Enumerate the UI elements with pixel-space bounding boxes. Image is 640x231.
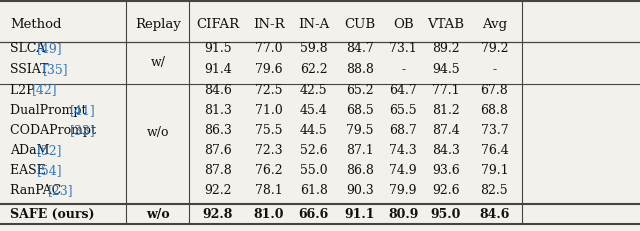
Text: 81.2: 81.2	[432, 104, 460, 117]
Text: 73.1: 73.1	[389, 42, 417, 55]
Text: 74.3: 74.3	[389, 144, 417, 157]
Text: 74.9: 74.9	[389, 164, 417, 177]
Text: w/: w/	[151, 56, 166, 69]
Text: 68.7: 68.7	[389, 124, 417, 137]
Text: 72.5: 72.5	[255, 84, 282, 97]
Text: 92.8: 92.8	[203, 208, 233, 221]
Text: 42.5: 42.5	[300, 84, 328, 97]
Text: 64.7: 64.7	[389, 84, 417, 97]
Text: Replay: Replay	[136, 18, 181, 31]
Text: 92.6: 92.6	[432, 184, 460, 197]
Text: 77.0: 77.0	[255, 42, 283, 55]
Text: 45.4: 45.4	[300, 104, 328, 117]
Text: 78.1: 78.1	[255, 184, 283, 197]
Text: CUB: CUB	[344, 18, 375, 31]
Text: Method: Method	[10, 18, 61, 31]
Text: 66.6: 66.6	[298, 208, 329, 221]
Text: 55.0: 55.0	[300, 164, 328, 177]
Text: [42]: [42]	[32, 84, 58, 97]
Text: [49]: [49]	[37, 42, 63, 55]
Text: 88.8: 88.8	[346, 63, 374, 76]
Text: IN-A: IN-A	[298, 18, 329, 31]
Text: [41]: [41]	[70, 104, 95, 117]
Text: 84.6: 84.6	[204, 84, 232, 97]
Text: 84.3: 84.3	[432, 144, 460, 157]
Text: ADaM: ADaM	[10, 144, 54, 157]
Text: 61.8: 61.8	[300, 184, 328, 197]
Text: w/o: w/o	[147, 126, 170, 139]
Text: SAFE (ours): SAFE (ours)	[10, 208, 95, 221]
Text: 65.5: 65.5	[389, 104, 417, 117]
Text: IN-R: IN-R	[253, 18, 285, 31]
Text: 87.8: 87.8	[204, 164, 232, 177]
Text: 87.1: 87.1	[346, 144, 374, 157]
Text: 68.8: 68.8	[481, 104, 508, 117]
Text: VTAB: VTAB	[428, 18, 464, 31]
Text: DualPrompt: DualPrompt	[10, 104, 91, 117]
Text: 89.2: 89.2	[432, 42, 460, 55]
Text: 71.0: 71.0	[255, 104, 283, 117]
Text: 79.1: 79.1	[481, 164, 508, 177]
Text: RanPAC: RanPAC	[10, 184, 65, 197]
Text: 87.4: 87.4	[432, 124, 460, 137]
Text: 87.6: 87.6	[204, 144, 232, 157]
Text: [54]: [54]	[37, 164, 63, 177]
Text: [33]: [33]	[70, 124, 95, 137]
Text: 86.8: 86.8	[346, 164, 374, 177]
Text: 67.8: 67.8	[481, 84, 508, 97]
Text: 91.1: 91.1	[344, 208, 375, 221]
Text: OB: OB	[393, 18, 413, 31]
Text: 79.6: 79.6	[255, 63, 283, 76]
Text: SLCA: SLCA	[10, 42, 50, 55]
Text: SSIAT: SSIAT	[10, 63, 52, 76]
Text: 90.3: 90.3	[346, 184, 374, 197]
Text: 91.5: 91.5	[204, 42, 232, 55]
Text: 73.7: 73.7	[481, 124, 508, 137]
Text: [35]: [35]	[43, 63, 68, 76]
Text: 91.4: 91.4	[204, 63, 232, 76]
Text: 75.5: 75.5	[255, 124, 282, 137]
Text: -: -	[401, 63, 405, 76]
Text: 76.4: 76.4	[481, 144, 508, 157]
Text: 65.2: 65.2	[346, 84, 374, 97]
Text: 79.2: 79.2	[481, 42, 508, 55]
Text: 62.2: 62.2	[300, 63, 328, 76]
Text: w/o: w/o	[147, 208, 170, 221]
Text: 94.5: 94.5	[432, 63, 460, 76]
Text: Avg: Avg	[482, 18, 507, 31]
Text: CIFAR: CIFAR	[196, 18, 239, 31]
Text: 86.3: 86.3	[204, 124, 232, 137]
Text: EASE: EASE	[10, 164, 50, 177]
Text: 95.0: 95.0	[431, 208, 461, 221]
Text: 82.5: 82.5	[481, 184, 508, 197]
Text: 76.2: 76.2	[255, 164, 283, 177]
Text: CODAPrompt: CODAPrompt	[10, 124, 100, 137]
Text: 59.8: 59.8	[300, 42, 328, 55]
Text: 80.9: 80.9	[388, 208, 419, 221]
Text: 52.6: 52.6	[300, 144, 328, 157]
Text: 72.3: 72.3	[255, 144, 283, 157]
Text: 77.1: 77.1	[432, 84, 460, 97]
Text: L2P: L2P	[10, 84, 39, 97]
Text: 81.0: 81.0	[253, 208, 284, 221]
Text: 92.2: 92.2	[204, 184, 232, 197]
Text: 44.5: 44.5	[300, 124, 328, 137]
Text: [23]: [23]	[48, 184, 74, 197]
Text: 84.7: 84.7	[346, 42, 374, 55]
Text: 81.3: 81.3	[204, 104, 232, 117]
Text: 68.5: 68.5	[346, 104, 374, 117]
Text: [52]: [52]	[37, 144, 63, 157]
Text: 84.6: 84.6	[479, 208, 509, 221]
Text: 79.5: 79.5	[346, 124, 373, 137]
Text: 93.6: 93.6	[432, 164, 460, 177]
Text: 79.9: 79.9	[390, 184, 417, 197]
Text: -: -	[492, 63, 497, 76]
